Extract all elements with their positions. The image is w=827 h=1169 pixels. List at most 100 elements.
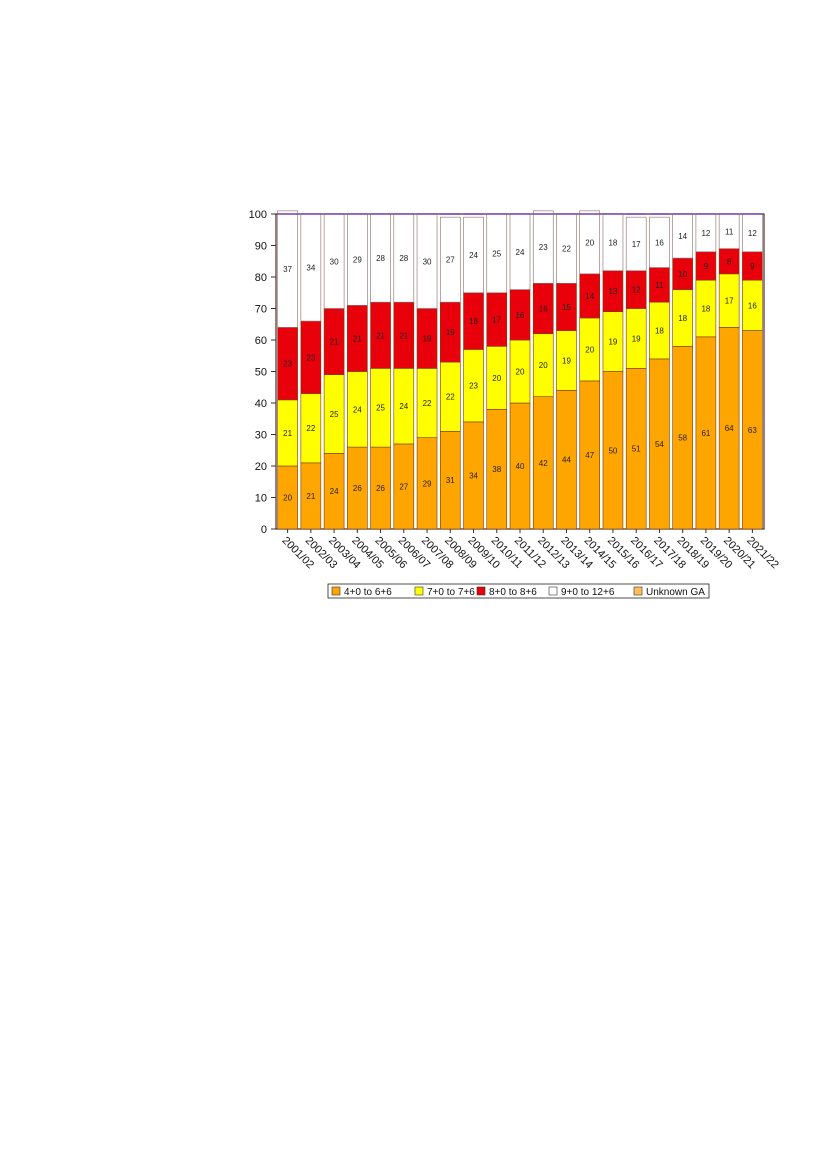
data-label: 12 <box>632 286 641 295</box>
data-label: 29 <box>353 256 362 265</box>
data-label: 14 <box>678 232 687 241</box>
bar-segment <box>649 216 670 268</box>
data-label: 42 <box>539 459 548 468</box>
data-label: 13 <box>608 287 617 296</box>
data-label: 19 <box>632 334 641 343</box>
data-label: 18 <box>701 305 710 314</box>
legend-swatch <box>476 586 486 596</box>
data-label: 20 <box>283 494 292 503</box>
bar-segment <box>532 210 554 284</box>
data-label: 47 <box>585 451 594 460</box>
data-label: 21 <box>376 331 385 340</box>
data-label: 54 <box>655 440 664 449</box>
data-label: 26 <box>353 484 362 493</box>
legend-label: 9+0 to 12+6 <box>561 587 615 598</box>
legend-label: 7+0 to 7+6 <box>427 587 475 598</box>
data-label: 22 <box>446 393 455 402</box>
data-label: 15 <box>562 303 571 312</box>
data-label: 18 <box>469 317 478 326</box>
data-label: 37 <box>283 265 292 274</box>
data-label: 17 <box>725 297 734 306</box>
data-label: 16 <box>655 238 664 247</box>
legend-swatch <box>633 586 643 596</box>
data-label: 21 <box>283 429 292 438</box>
data-label: 64 <box>725 424 734 433</box>
data-label: 24 <box>469 251 478 260</box>
data-label: 12 <box>748 229 757 238</box>
data-label: 24 <box>516 248 525 257</box>
data-label: 24 <box>399 402 408 411</box>
data-label: 10 <box>678 270 687 279</box>
data-label: 9 <box>750 262 755 271</box>
data-label: 22 <box>306 424 315 433</box>
data-label: 61 <box>701 429 710 438</box>
data-label: 44 <box>562 456 571 465</box>
data-label: 24 <box>330 487 339 496</box>
legend: 4+0 to 6+6 7+0 to 7+6 8+0 to 8+6 9+0 to 12+… <box>327 583 710 599</box>
legend-label: 8+0 to 8+6 <box>489 587 537 598</box>
y-tick-label: 90 <box>255 241 267 253</box>
data-label: 30 <box>423 257 432 266</box>
data-label: 50 <box>608 446 617 455</box>
data-label: 28 <box>399 254 408 263</box>
bar-segment <box>439 216 461 303</box>
y-tick-label: 80 <box>255 272 267 284</box>
y-tick-label: 30 <box>255 430 267 442</box>
data-label: 28 <box>376 254 385 263</box>
data-label: 16 <box>748 301 757 310</box>
data-label: 16 <box>516 311 525 320</box>
data-label: 26 <box>376 484 385 493</box>
data-label: 20 <box>585 238 594 247</box>
data-label: 34 <box>306 264 315 273</box>
bar-segment <box>625 216 647 271</box>
y-tick-label: 100 <box>249 209 267 221</box>
y-tick-label: 20 <box>255 461 267 473</box>
data-label: 40 <box>516 462 525 471</box>
data-label: 25 <box>330 410 339 419</box>
data-label: 20 <box>492 374 501 383</box>
data-label: 27 <box>446 256 455 265</box>
legend-label: 4+0 to 6+6 <box>344 587 392 598</box>
bar-segment <box>277 210 298 328</box>
data-label: 12 <box>701 229 710 238</box>
y-axis: 0 10 20 30 40 50 60 70 80 90 100 <box>249 209 276 536</box>
data-label: 25 <box>376 404 385 413</box>
data-label: 19 <box>446 328 455 337</box>
y-tick-label: 10 <box>255 493 267 505</box>
data-label: 51 <box>632 445 641 454</box>
legend-swatch <box>331 586 341 596</box>
data-label: 8 <box>727 257 732 266</box>
data-label: 38 <box>492 465 501 474</box>
data-label: 58 <box>678 434 687 443</box>
data-label: 34 <box>469 471 478 480</box>
data-label: 14 <box>585 292 594 301</box>
data-label: 18 <box>608 238 617 247</box>
data-label: 21 <box>306 492 315 501</box>
data-label: 19 <box>608 338 617 347</box>
data-label: 27 <box>399 482 408 491</box>
data-label: 22 <box>562 245 571 254</box>
y-tick-label: 0 <box>261 524 267 536</box>
y-tick-label: 40 <box>255 398 267 410</box>
data-label: 31 <box>446 476 455 485</box>
x-axis: 2001/022002/032003/042004/052005/062006/… <box>279 529 781 571</box>
data-label: 22 <box>423 399 432 408</box>
data-label: 21 <box>353 334 362 343</box>
bar-segment <box>463 216 484 294</box>
data-label: 19 <box>423 334 432 343</box>
data-label: 23 <box>539 243 548 252</box>
data-label: 23 <box>306 353 315 362</box>
data-label: 25 <box>492 249 501 258</box>
data-label: 9 <box>704 262 709 271</box>
bars: 20 21 23 37 21 22 23 34 24 25 21 30 26 24 21 29 26 25 21 28… <box>277 210 763 530</box>
data-label: 17 <box>492 316 501 325</box>
data-label: 11 <box>655 281 664 290</box>
data-label: 63 <box>748 426 757 435</box>
data-label: 16 <box>539 305 548 314</box>
data-label: 29 <box>423 479 432 488</box>
y-tick-label: 70 <box>255 304 267 316</box>
bar-segment <box>579 210 601 275</box>
data-label: 30 <box>330 257 339 266</box>
y-tick-label: 50 <box>255 367 267 379</box>
